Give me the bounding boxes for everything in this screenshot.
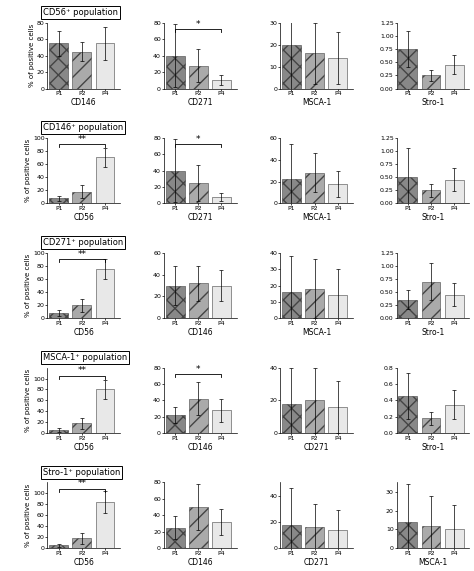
Bar: [282, 525, 301, 548]
Bar: [399, 522, 417, 548]
Bar: [328, 295, 347, 319]
Y-axis label: % of positive cells: % of positive cells: [25, 139, 31, 202]
Bar: [165, 171, 184, 203]
Bar: [399, 177, 417, 203]
X-axis label: CD271: CD271: [187, 214, 213, 222]
Text: *: *: [196, 364, 201, 373]
Bar: [328, 530, 347, 548]
Bar: [212, 522, 231, 548]
X-axis label: CD56: CD56: [73, 328, 94, 337]
Bar: [73, 192, 91, 203]
X-axis label: CD146: CD146: [187, 328, 213, 337]
X-axis label: CD271: CD271: [187, 98, 213, 107]
Bar: [399, 300, 417, 319]
Bar: [165, 286, 184, 319]
Bar: [49, 43, 68, 89]
Bar: [282, 45, 301, 89]
X-axis label: MSCA-1: MSCA-1: [418, 558, 447, 567]
Bar: [399, 396, 417, 433]
Text: *: *: [196, 20, 201, 29]
X-axis label: MSCA-1: MSCA-1: [302, 214, 331, 222]
Bar: [305, 400, 324, 433]
Bar: [189, 66, 208, 89]
Text: MSCA-1⁺ population: MSCA-1⁺ population: [43, 353, 127, 362]
Text: **: **: [77, 480, 86, 488]
Bar: [282, 179, 301, 203]
Bar: [212, 197, 231, 203]
Text: CD146⁺ population: CD146⁺ population: [43, 123, 123, 132]
Bar: [445, 295, 464, 319]
Bar: [96, 269, 115, 319]
Bar: [96, 389, 115, 433]
Bar: [189, 399, 208, 433]
Bar: [49, 430, 68, 433]
Bar: [189, 507, 208, 548]
X-axis label: CD271: CD271: [304, 443, 329, 452]
Bar: [96, 158, 115, 203]
Y-axis label: % of positive cells: % of positive cells: [25, 369, 31, 432]
X-axis label: CD146: CD146: [71, 98, 97, 107]
Bar: [421, 190, 440, 203]
X-axis label: CD56: CD56: [73, 214, 94, 222]
Bar: [282, 292, 301, 319]
Bar: [282, 404, 301, 433]
Bar: [399, 49, 417, 89]
Bar: [328, 58, 347, 89]
Bar: [445, 529, 464, 548]
Bar: [189, 283, 208, 319]
Bar: [73, 51, 91, 89]
Text: Stro-1⁺ population: Stro-1⁺ population: [43, 468, 120, 477]
Bar: [49, 198, 68, 203]
X-axis label: MSCA-1: MSCA-1: [302, 328, 331, 337]
Text: **: **: [77, 366, 86, 375]
Y-axis label: % of positive cells: % of positive cells: [25, 484, 31, 547]
Bar: [165, 415, 184, 433]
Bar: [165, 528, 184, 548]
Bar: [96, 502, 115, 548]
Bar: [165, 56, 184, 89]
Bar: [445, 180, 464, 203]
Y-axis label: % of positive cells: % of positive cells: [25, 254, 31, 317]
X-axis label: Stro-1: Stro-1: [421, 328, 445, 337]
X-axis label: CD271: CD271: [304, 558, 329, 567]
Bar: [73, 538, 91, 548]
X-axis label: MSCA-1: MSCA-1: [302, 98, 331, 107]
Text: CD56⁺ population: CD56⁺ population: [43, 8, 118, 17]
Bar: [328, 407, 347, 433]
X-axis label: CD56: CD56: [73, 443, 94, 452]
Bar: [445, 65, 464, 89]
Text: *: *: [196, 135, 201, 144]
Bar: [73, 424, 91, 433]
Bar: [73, 305, 91, 319]
Bar: [305, 289, 324, 319]
Y-axis label: % of positive cells: % of positive cells: [28, 24, 35, 87]
Bar: [49, 313, 68, 319]
Bar: [212, 410, 231, 433]
Bar: [212, 286, 231, 319]
Text: **: **: [77, 135, 86, 144]
Bar: [305, 54, 324, 89]
Text: **: **: [77, 250, 86, 259]
Text: CD271⁺ population: CD271⁺ population: [43, 238, 123, 247]
Bar: [421, 75, 440, 89]
X-axis label: CD146: CD146: [187, 558, 213, 567]
Bar: [305, 527, 324, 548]
X-axis label: Stro-1: Stro-1: [421, 214, 445, 222]
Bar: [328, 184, 347, 203]
X-axis label: Stro-1: Stro-1: [421, 98, 445, 107]
X-axis label: Stro-1: Stro-1: [421, 443, 445, 452]
Bar: [421, 526, 440, 548]
Bar: [445, 404, 464, 433]
Bar: [421, 282, 440, 319]
Bar: [421, 419, 440, 433]
X-axis label: CD56: CD56: [73, 558, 94, 567]
Bar: [189, 183, 208, 203]
X-axis label: CD146: CD146: [187, 443, 213, 452]
Bar: [96, 43, 115, 89]
Bar: [305, 173, 324, 203]
Bar: [212, 81, 231, 89]
Bar: [49, 545, 68, 548]
